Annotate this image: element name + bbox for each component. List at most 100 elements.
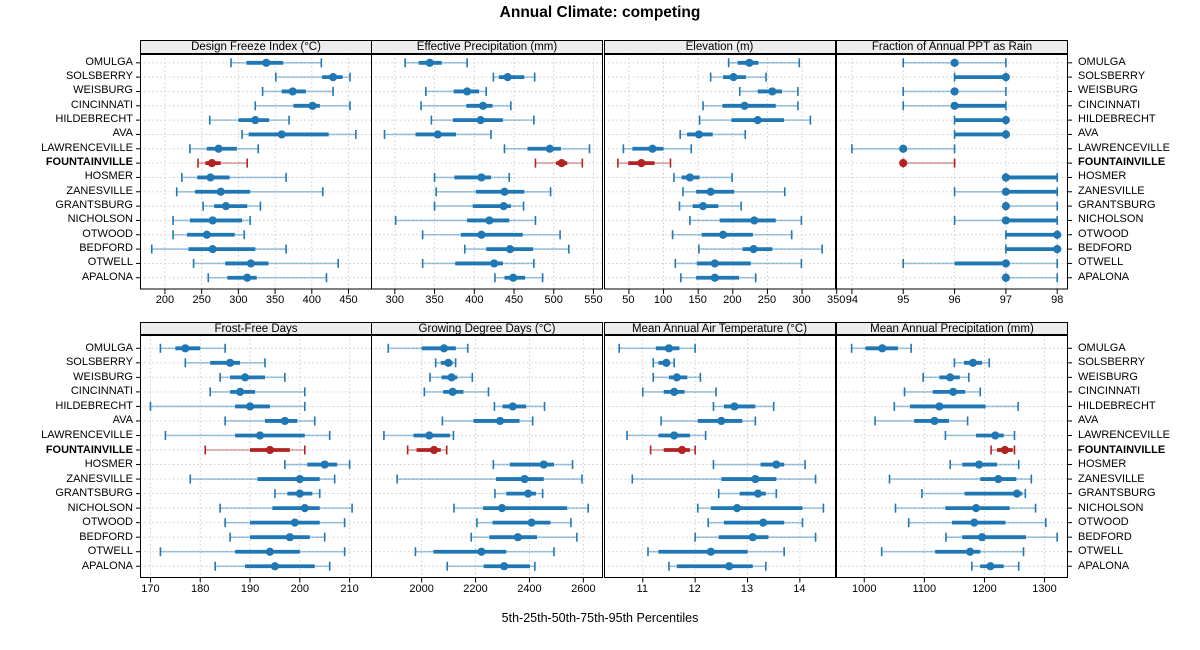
percentile-row (275, 72, 351, 82)
median-dot (758, 518, 767, 527)
panel-strip: Effective Precipitation (mm) (371, 40, 603, 54)
row-label-right: FOUNTAINVILLE (1078, 156, 1166, 169)
percentile-row (1001, 172, 1059, 182)
x-tick-label: 450 (339, 294, 358, 306)
percentile-row (1005, 229, 1062, 239)
x-tick-label: 13 (740, 583, 754, 595)
percentile-row (679, 272, 756, 282)
row-label-left: APALONA (81, 559, 133, 572)
median-dot (899, 144, 908, 153)
percentile-row (902, 57, 1007, 67)
median-dot (557, 158, 566, 167)
row-label-left: HOSMER (84, 170, 133, 183)
panel-plot (603, 53, 837, 294)
percentile-row (261, 86, 334, 96)
median-dot (950, 86, 959, 96)
percentile-row (435, 186, 552, 196)
percentile-row (625, 430, 706, 440)
median-dot (500, 187, 509, 196)
percentile-row (494, 272, 544, 282)
median-dot (677, 445, 686, 455)
percentile-row (712, 460, 806, 470)
row-label-right: OTWELL (1078, 256, 1124, 269)
median-dot (669, 431, 678, 440)
median-dot (513, 533, 522, 542)
median-dot (208, 244, 217, 253)
percentile-row (678, 201, 742, 211)
percentile-row (394, 215, 537, 225)
percentile-row (189, 474, 336, 484)
median-dot (950, 101, 959, 110)
row-label-right: OTWOOD (1078, 227, 1129, 240)
row-label-left: GRANTSBURG (55, 487, 133, 500)
percentile-row (189, 143, 260, 153)
row-label-right: WEISBURG (1078, 84, 1138, 97)
percentile-row (396, 474, 583, 484)
percentile-row (899, 158, 956, 168)
median-dot (214, 144, 223, 153)
row-label-left: FOUNTAINVILLE (45, 443, 133, 456)
median-dot (698, 201, 707, 210)
row-label-right: AVA (1078, 127, 1099, 140)
median-dot (706, 187, 715, 196)
median-dot (706, 547, 715, 556)
median-dot (181, 344, 190, 353)
panel-strip: Design Freeze Index (°C) (140, 40, 372, 54)
percentile-row (646, 547, 785, 557)
percentile-row (649, 445, 696, 455)
percentile-row (453, 503, 589, 513)
percentile-row (404, 57, 468, 67)
median-dot (508, 402, 517, 411)
x-tick-label: 170 (141, 583, 160, 595)
row-label-left: OTWELL (87, 545, 133, 558)
x-tick-label: 400 (465, 294, 484, 306)
percentile-row (850, 343, 912, 353)
row-label-left: HILDEBRECHT (55, 399, 133, 412)
percentile-row (667, 561, 767, 571)
row-label-right: CINCINNATI (1078, 98, 1141, 111)
panel-border (140, 335, 372, 578)
percentile-row (175, 186, 324, 196)
x-tick-label: 550 (584, 294, 603, 306)
x-tick-label: 98 (1051, 294, 1064, 306)
panel-border (836, 335, 1068, 578)
percentile-row (945, 532, 1058, 542)
percentile-row (616, 158, 671, 168)
x-tick-label: 2000 (409, 583, 434, 595)
percentile-row (463, 244, 570, 254)
row-label-left: OTWELL (87, 256, 133, 269)
median-dot (523, 489, 533, 498)
median-dot (1001, 273, 1010, 282)
percentile-row (207, 272, 328, 282)
percentile-row (697, 244, 823, 254)
panel-border (603, 53, 836, 289)
percentile-row (701, 100, 799, 110)
median-dot (500, 562, 509, 571)
row-label-left: OMULGA (85, 341, 133, 354)
percentile-row (172, 229, 246, 239)
panel-border (371, 53, 603, 289)
panel-strip: Growing Degree Days (°C) (371, 321, 603, 335)
percentile-row (874, 416, 969, 426)
median-dot (744, 58, 754, 67)
median-dot (499, 201, 508, 210)
median-dot (994, 474, 1003, 484)
percentile-row (159, 343, 226, 353)
x-tick-label: 150 (688, 294, 707, 306)
percentile-row (493, 401, 546, 411)
median-dot (728, 72, 738, 81)
median-dot (930, 416, 939, 426)
percentile-row (717, 489, 777, 499)
median-dot (986, 562, 995, 571)
median-dot (290, 518, 299, 527)
percentile-row (672, 172, 733, 182)
panel-plot (136, 335, 372, 583)
x-tick-label: 200 (723, 294, 742, 306)
x-tick-label: 450 (504, 294, 524, 306)
row-label-right: LAWRENCEVILLE (1078, 141, 1170, 154)
median-dot (270, 562, 280, 571)
median-dot (977, 533, 987, 542)
median-dot (280, 416, 289, 426)
x-tick-label: 96 (948, 294, 961, 306)
row-label-right: OMULGA (1078, 341, 1126, 354)
